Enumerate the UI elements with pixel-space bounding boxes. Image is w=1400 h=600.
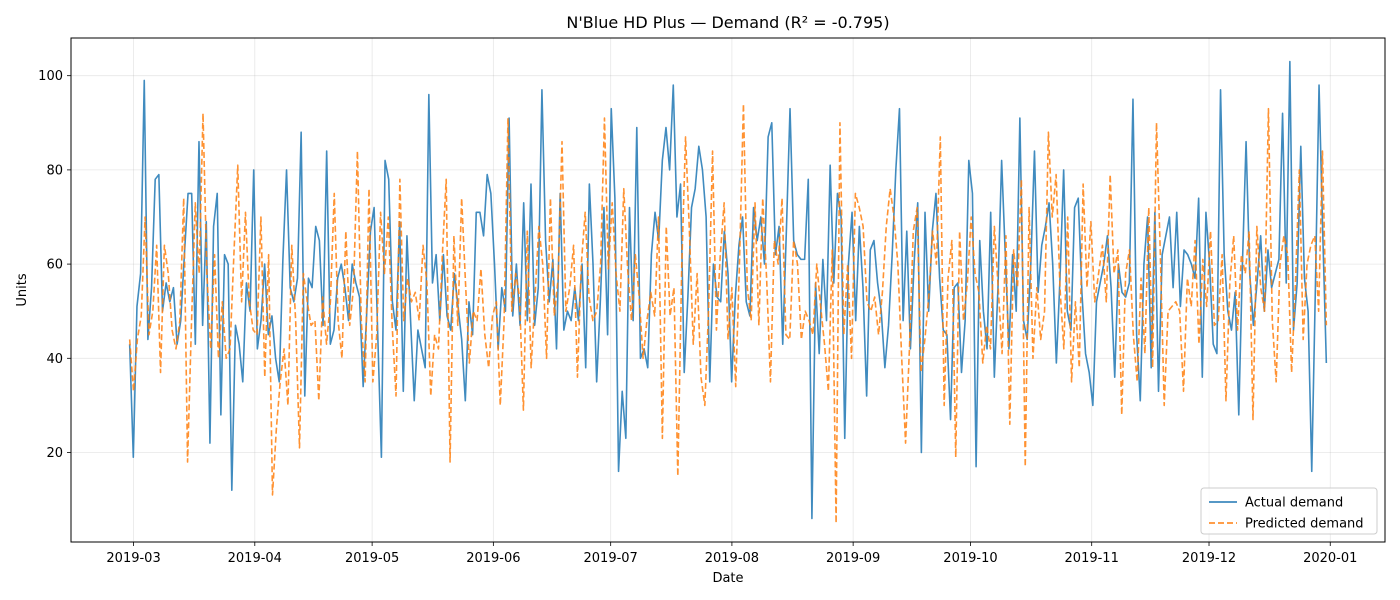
legend-actual-label: Actual demand [1245, 496, 1343, 511]
x-tick-label: 2019-03 [106, 551, 160, 566]
y-tick-label: 60 [46, 258, 63, 273]
chart-title: N'Blue HD Plus — Demand (R² = -0.795) [566, 13, 889, 32]
x-tick-label: 2019-10 [943, 551, 997, 566]
x-axis-ticks: 2019-03 2019-04 2019-05 2019-06 2019-07 2019-… [106, 542, 1357, 566]
x-tick-label: 2019-12 [1182, 551, 1236, 566]
y-tick-label: 80 [46, 163, 63, 178]
y-axis-label: Units [15, 273, 30, 306]
y-tick-label: 20 [46, 446, 63, 461]
y-axis-ticks: 20 40 60 80 100 [38, 69, 71, 461]
legend-predicted-label: Predicted demand [1245, 517, 1364, 532]
y-tick-label: 40 [46, 352, 63, 367]
x-tick-label: 2019-04 [228, 551, 282, 566]
x-tick-label: 2019-09 [826, 551, 880, 566]
x-tick-label: 2019-06 [466, 551, 520, 566]
x-axis-label: Date [712, 571, 743, 586]
x-tick-label: 2019-05 [345, 551, 399, 566]
legend: Actual demand Predicted demand [1200, 487, 1378, 535]
y-tick-label: 100 [38, 69, 63, 84]
x-tick-label: 2020-01 [1303, 551, 1357, 566]
series-layer [128, 60, 1328, 524]
grid-lines [71, 38, 1385, 542]
x-tick-label: 2019-08 [705, 551, 759, 566]
actual-demand-line [128, 60, 1328, 520]
x-tick-label: 2019-07 [584, 551, 638, 566]
predicted-demand-line [128, 103, 1328, 524]
x-tick-label: 2019-11 [1065, 551, 1119, 566]
plot-frame [70, 37, 1386, 543]
legend-box [1200, 487, 1378, 535]
